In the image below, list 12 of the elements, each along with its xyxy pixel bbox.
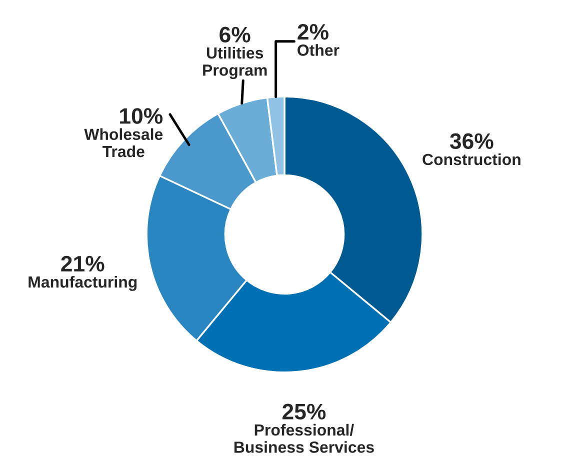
data-label: 2% [298, 24, 328, 40]
slice-label: Other [298, 44, 340, 56]
data-label: 21% [61, 256, 104, 272]
slice-label: Professional/ Business Services [234, 424, 374, 453]
slice-label: Utilities Program [203, 46, 267, 80]
slice-label: Construction [422, 153, 520, 166]
data-label: 36% [450, 133, 494, 150]
slice-label: Manufacturing [28, 276, 137, 291]
data-label: 25% [282, 404, 326, 420]
slice-label: Wholesale Trade [84, 128, 163, 158]
data-label: 10% [120, 108, 163, 124]
data-label: 6% [220, 26, 250, 42]
